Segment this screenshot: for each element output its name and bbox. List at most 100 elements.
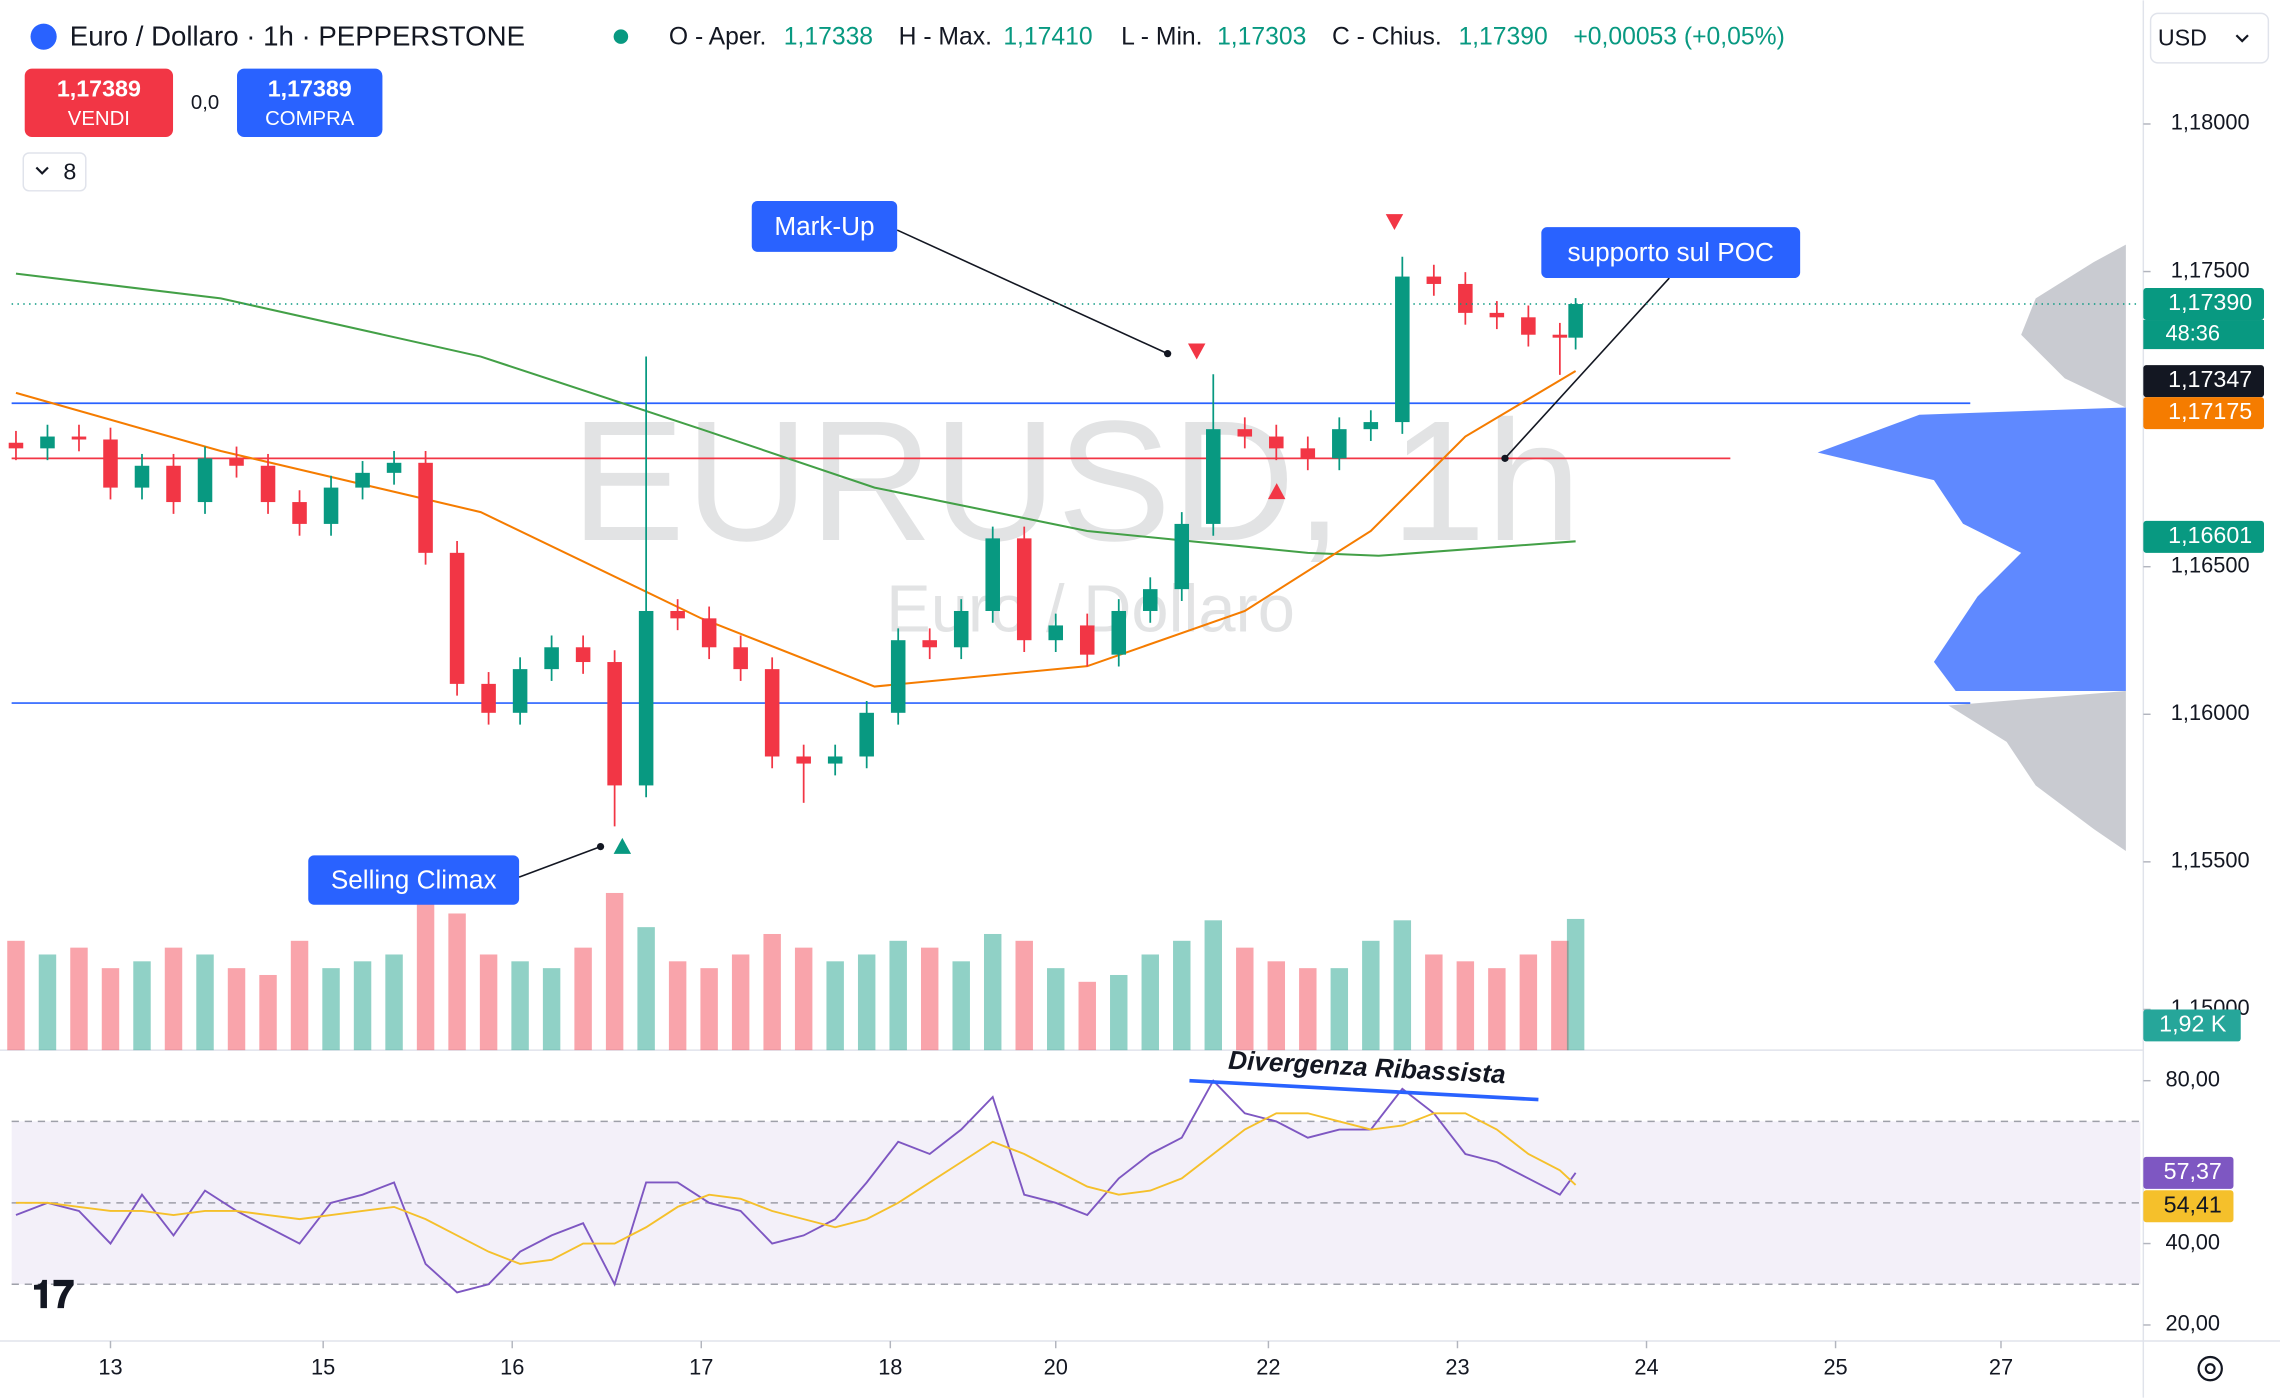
volume-bar <box>542 968 561 1051</box>
price-label-box <box>2143 520 2265 553</box>
volume-profile <box>2021 244 2126 408</box>
volume-bar <box>416 899 435 1051</box>
watermark: EURUSD, 1h <box>571 386 1582 577</box>
annotation-dot <box>596 842 605 851</box>
candle-body <box>890 640 906 713</box>
volume-profile <box>1948 691 2126 851</box>
chevron <box>2235 34 2249 43</box>
candle-body <box>638 610 654 786</box>
candle-body <box>1142 589 1158 611</box>
volume-bar <box>322 968 340 1051</box>
spread: 0,0 <box>191 92 219 114</box>
volume-bar <box>290 940 309 1051</box>
signal-marker <box>1267 483 1286 500</box>
volume-label-box <box>2143 1009 2241 1042</box>
candle-body <box>1237 429 1253 437</box>
candle-body <box>166 465 181 503</box>
volume-bar <box>1173 940 1191 1051</box>
candle-body <box>985 538 1000 611</box>
annotation-label: Mark-Up <box>774 211 874 241</box>
candle-body <box>386 462 402 473</box>
volume-bar <box>7 940 25 1051</box>
candle-body <box>103 439 118 488</box>
volume-bar <box>1488 968 1506 1051</box>
volume-bar <box>637 927 655 1051</box>
symbol-icon <box>30 23 57 50</box>
volume-bar <box>1078 981 1096 1051</box>
volume-bar <box>605 892 624 1051</box>
candle-body <box>481 683 496 713</box>
candle-body <box>8 442 24 449</box>
volume-bar <box>101 968 120 1051</box>
volume-bar <box>574 947 592 1051</box>
volume-bar <box>700 968 718 1051</box>
volume-bar <box>1047 968 1065 1051</box>
annotation-leader <box>518 845 601 878</box>
price-label-box <box>2143 365 2265 398</box>
volume-bar <box>1425 954 1443 1051</box>
volume-bar <box>1141 954 1159 1051</box>
indicators-toggle[interactable] <box>22 152 87 192</box>
price-label: 1,17347 <box>2168 366 2252 392</box>
ohlc-change: +0,00053 (+0,05%) <box>1573 24 1785 51</box>
candle-body <box>260 465 276 503</box>
volume-bar <box>1551 940 1569 1051</box>
candle-body <box>953 610 969 648</box>
symbol: Euro / Dollaro · 1h · PEPPERSTONE <box>70 20 525 51</box>
candle-body <box>544 647 559 670</box>
signal-marker <box>1187 343 1206 360</box>
candle-body <box>1552 334 1568 338</box>
annotation-label: supporto sul POC <box>1568 237 1774 267</box>
volume-bar <box>983 933 1002 1051</box>
price-label: 1,17390 <box>2168 289 2252 315</box>
volume-bar <box>164 947 183 1051</box>
chevron <box>35 166 49 175</box>
volume-bar <box>511 961 529 1051</box>
ohlc-key: C - Chius. <box>1332 24 1442 51</box>
ohlc-key: H - Max. <box>899 24 992 51</box>
ohlc-key: O - Aper. <box>669 24 766 51</box>
volume-bar <box>227 968 246 1051</box>
candle-body <box>1048 625 1064 641</box>
buy-button[interactable] <box>237 68 383 137</box>
volume-bar <box>1519 954 1538 1051</box>
candle-body <box>1363 422 1379 430</box>
indicators-count: 8 <box>63 158 76 184</box>
countdown: 48:36 <box>2165 320 2220 345</box>
settings-icon[interactable] <box>2197 1355 2223 1382</box>
volume-bar <box>1204 920 1223 1051</box>
price-label-box <box>2143 397 2265 430</box>
candle-body <box>1206 429 1221 524</box>
annotation-label: Selling Climax <box>331 864 497 894</box>
ohlc-value: 1,17303 <box>1217 24 1306 51</box>
volume-profile <box>1817 407 2126 692</box>
ohlc-value: 1,17390 <box>1458 24 1547 51</box>
candle-body <box>1300 448 1316 459</box>
annotation-dot <box>1501 454 1509 462</box>
x-tick-label: 13 <box>98 1354 122 1379</box>
candle-body <box>1521 317 1536 335</box>
logo: 𝟏𝟕 <box>32 1274 74 1316</box>
volume-bar <box>763 933 781 1051</box>
candle-body <box>607 662 622 786</box>
x-tick-label: 18 <box>878 1354 902 1379</box>
candle-body <box>134 465 150 488</box>
currency-select[interactable] <box>2149 12 2270 64</box>
volume-bar <box>1267 961 1286 1051</box>
volume-bar <box>1362 940 1380 1051</box>
moving-average <box>15 272 1576 557</box>
sell-price: 1,17389 <box>57 76 141 102</box>
volume-bar <box>826 961 844 1051</box>
candle-body <box>575 647 591 663</box>
candle-body <box>40 436 55 449</box>
volume-bar <box>133 961 151 1051</box>
x-tick-label: 16 <box>500 1354 524 1379</box>
volume-bar <box>1566 918 1585 1051</box>
candle-body <box>1568 304 1583 338</box>
sell-button[interactable] <box>24 68 174 137</box>
volume-bar <box>196 954 214 1051</box>
signal-marker <box>1385 214 1404 231</box>
candle-body <box>418 462 433 553</box>
rsi-line <box>15 1079 1577 1294</box>
